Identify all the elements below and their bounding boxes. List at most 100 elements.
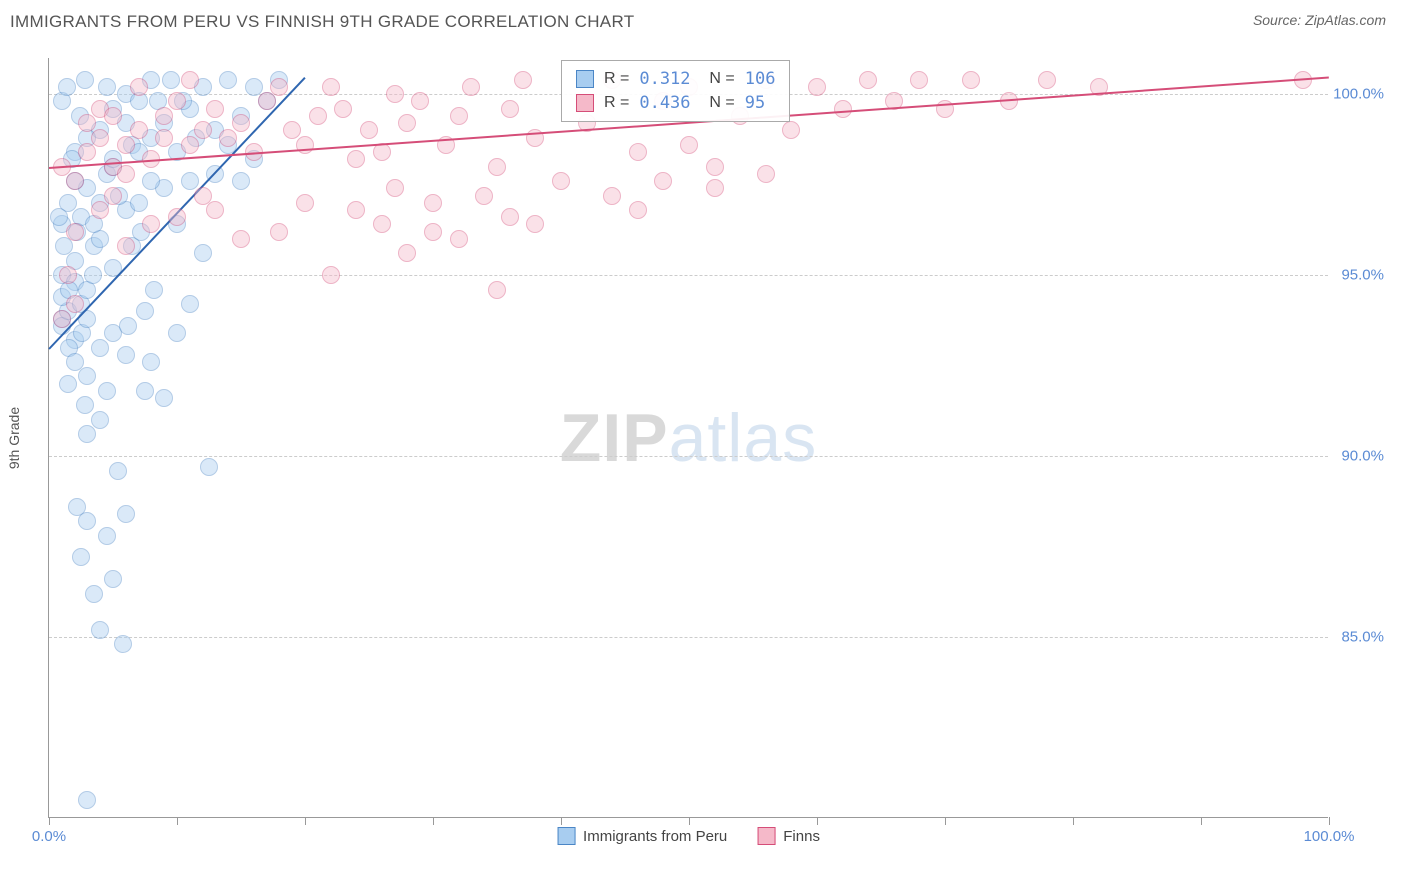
y-axis-label: 9th Grade: [6, 407, 22, 469]
data-point: [206, 100, 224, 118]
data-point: [782, 121, 800, 139]
data-point: [130, 78, 148, 96]
legend-swatch: [557, 827, 575, 845]
watermark-zip: ZIP: [560, 400, 669, 476]
data-point: [117, 237, 135, 255]
data-point: [962, 71, 980, 89]
data-point: [629, 143, 647, 161]
data-point: [59, 375, 77, 393]
data-point: [194, 121, 212, 139]
xtick: [49, 817, 50, 825]
data-point: [475, 187, 493, 205]
data-point: [91, 129, 109, 147]
data-point: [501, 100, 519, 118]
gridline: [49, 275, 1328, 276]
data-point: [114, 635, 132, 653]
data-point: [488, 281, 506, 299]
data-point: [66, 295, 84, 313]
legend-n-value: 106: [745, 69, 776, 89]
data-point: [603, 187, 621, 205]
data-point: [59, 266, 77, 284]
data-point: [360, 121, 378, 139]
data-point: [68, 498, 86, 516]
data-point: [117, 505, 135, 523]
data-point: [78, 367, 96, 385]
data-point: [232, 172, 250, 190]
legend-row: R = 0.436 N = 95: [576, 91, 775, 115]
ytick-label: 95.0%: [1341, 267, 1384, 284]
data-point: [411, 92, 429, 110]
data-point: [104, 107, 122, 125]
data-point: [398, 244, 416, 262]
data-point: [78, 114, 96, 132]
xtick-label: 0.0%: [32, 828, 66, 845]
xtick: [817, 817, 818, 825]
bottom-legend-label: Finns: [783, 828, 820, 845]
data-point: [142, 353, 160, 371]
data-point: [130, 121, 148, 139]
data-point: [72, 548, 90, 566]
ytick-label: 90.0%: [1341, 448, 1384, 465]
stats-legend: R = 0.312 N = 106R = 0.436 N = 95: [561, 60, 790, 122]
data-point: [200, 458, 218, 476]
data-point: [232, 230, 250, 248]
data-point: [552, 172, 570, 190]
data-point: [53, 310, 71, 328]
data-point: [219, 129, 237, 147]
data-point: [450, 107, 468, 125]
data-point: [109, 462, 127, 480]
data-point: [462, 78, 480, 96]
legend-n-label: N =: [701, 94, 735, 112]
data-point: [168, 208, 186, 226]
data-point: [629, 201, 647, 219]
legend-r-label: R =: [604, 70, 629, 88]
xtick: [561, 817, 562, 825]
data-point: [347, 201, 365, 219]
data-point: [526, 215, 544, 233]
data-point: [78, 143, 96, 161]
data-point: [910, 71, 928, 89]
data-point: [181, 172, 199, 190]
xtick: [1329, 817, 1330, 825]
data-point: [514, 71, 532, 89]
legend-swatch: [757, 827, 775, 845]
data-point: [386, 179, 404, 197]
data-point: [334, 100, 352, 118]
data-point: [117, 165, 135, 183]
xtick: [1073, 817, 1074, 825]
data-point: [85, 585, 103, 603]
data-point: [155, 389, 173, 407]
data-point: [91, 411, 109, 429]
data-point: [66, 172, 84, 190]
data-point: [706, 179, 724, 197]
data-point: [501, 208, 519, 226]
legend-r-label: R =: [604, 94, 629, 112]
data-point: [859, 71, 877, 89]
data-point: [117, 346, 135, 364]
legend-row: R = 0.312 N = 106: [576, 67, 775, 91]
xtick: [945, 817, 946, 825]
data-point: [706, 158, 724, 176]
legend-n-label: N =: [701, 70, 735, 88]
data-point: [142, 215, 160, 233]
data-point: [91, 201, 109, 219]
data-point: [270, 78, 288, 96]
data-point: [232, 114, 250, 132]
data-point: [245, 78, 263, 96]
data-point: [50, 208, 68, 226]
data-point: [119, 317, 137, 335]
data-point: [424, 223, 442, 241]
data-point: [98, 78, 116, 96]
data-point: [66, 223, 84, 241]
data-point: [296, 194, 314, 212]
ytick-label: 100.0%: [1333, 86, 1384, 103]
data-point: [117, 136, 135, 154]
data-point: [145, 281, 163, 299]
data-point: [155, 129, 173, 147]
data-point: [194, 244, 212, 262]
data-point: [386, 85, 404, 103]
data-point: [808, 78, 826, 96]
data-point: [347, 150, 365, 168]
bottom-legend-item: Immigrants from Peru: [557, 827, 727, 845]
data-point: [373, 215, 391, 233]
